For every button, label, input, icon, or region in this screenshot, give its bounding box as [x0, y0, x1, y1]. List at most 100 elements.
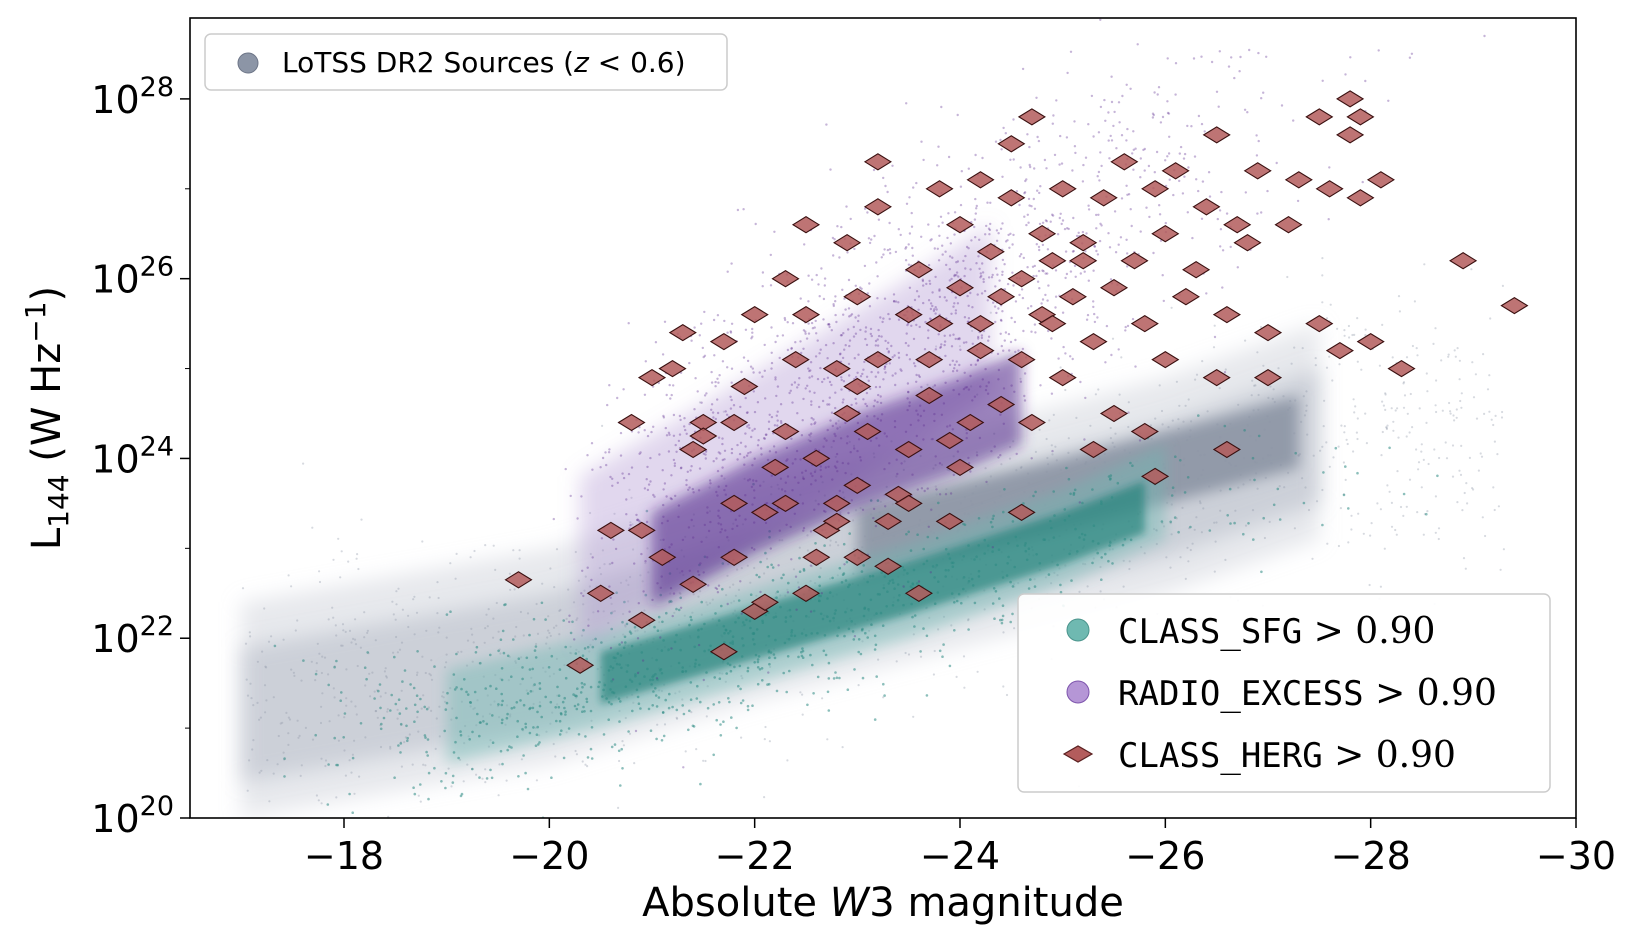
herg-point — [1223, 216, 1252, 234]
lotss-point — [918, 519, 922, 522]
lotss-point — [471, 660, 474, 663]
radio-excess-point — [784, 481, 787, 484]
radio-excess-point — [774, 451, 778, 454]
sfg-point — [660, 739, 664, 742]
lotss-point — [1120, 356, 1123, 359]
lotss-point — [1229, 422, 1232, 425]
herg-point — [935, 512, 964, 531]
lotss-point — [993, 501, 996, 504]
radio-excess-point — [1073, 145, 1077, 148]
lotss-point — [1198, 500, 1202, 503]
sfg-point — [561, 700, 565, 704]
radio-excess-point — [801, 471, 804, 474]
lotss-point — [246, 694, 250, 697]
sfg-point — [522, 754, 525, 757]
radio-excess-point — [995, 267, 998, 270]
sfg-point — [1197, 414, 1200, 417]
lotss-point — [421, 655, 424, 658]
sfg-point — [925, 634, 929, 638]
radio-excess-point — [1159, 121, 1163, 124]
radio-excess-point — [707, 584, 710, 587]
radio-excess-point — [745, 411, 749, 414]
radio-excess-point — [981, 262, 984, 265]
lotss-point — [485, 613, 488, 616]
sfg-point — [1011, 585, 1015, 588]
sfg-point — [512, 706, 516, 709]
lotss-point — [1398, 310, 1401, 313]
lotss-point — [1242, 483, 1245, 486]
radio-excess-point — [724, 493, 727, 496]
lotss-point — [1239, 473, 1242, 476]
radio-excess-point — [905, 353, 908, 357]
radio-excess-point — [1213, 335, 1217, 339]
radio-excess-point — [865, 391, 869, 395]
radio-excess-point — [953, 363, 957, 366]
radio-excess-point — [915, 409, 918, 412]
radio-excess-point — [906, 397, 909, 400]
radio-excess-point — [934, 348, 937, 351]
radio-excess-point — [1069, 270, 1073, 273]
sfg-point — [526, 692, 530, 695]
sfg-point — [991, 550, 994, 553]
radio-excess-point — [1051, 214, 1055, 217]
lotss-point — [740, 567, 743, 570]
x-tick-label: −18 — [304, 834, 384, 878]
radio-excess-point — [778, 356, 781, 360]
herg-point — [894, 305, 923, 324]
radio-excess-point — [922, 158, 925, 162]
herg-point — [1243, 162, 1272, 180]
lotss-point — [1027, 472, 1030, 475]
sfg-point — [614, 656, 617, 660]
radio-excess-point — [880, 335, 883, 338]
lotss-point — [1297, 454, 1300, 457]
lotss-point — [1097, 455, 1100, 458]
sfg-point — [549, 700, 553, 704]
radio-excess-point — [866, 415, 869, 418]
legend-herg-label: CLASS_HERG > 0.90 — [1118, 735, 1456, 776]
lotss-point — [261, 650, 264, 653]
radio-excess-point — [953, 233, 956, 236]
sfg-point — [922, 627, 925, 630]
herg-point — [1305, 314, 1334, 333]
sfg-point — [948, 664, 952, 668]
radio-excess-point — [717, 381, 720, 384]
x-tick-label: −28 — [1331, 834, 1411, 878]
lotss-point — [497, 794, 500, 797]
lotss-point — [549, 567, 552, 570]
radio-excess-point — [963, 371, 966, 374]
radio-excess-point — [1033, 264, 1037, 268]
radio-excess-point — [986, 392, 990, 395]
sfg-point — [1033, 585, 1037, 588]
radio-excess-point — [967, 304, 970, 307]
radio-excess-point — [876, 297, 879, 300]
sfg-point — [1242, 532, 1245, 536]
radio-excess-point — [1063, 227, 1067, 231]
lotss-point — [1409, 392, 1412, 396]
radio-excess-point — [682, 766, 685, 769]
radio-excess-point — [591, 468, 594, 471]
radio-excess-point — [934, 306, 937, 309]
radio-excess-point — [746, 479, 750, 482]
lotss-point — [1343, 334, 1346, 337]
radio-excess-point — [986, 201, 989, 204]
sfg-point — [639, 707, 642, 710]
sfg-point — [696, 684, 699, 688]
radio-excess-point — [907, 243, 910, 246]
lotss-point — [1234, 509, 1237, 512]
sfg-point — [664, 698, 667, 702]
radio-excess-point — [797, 586, 801, 589]
radio-excess-point — [956, 113, 959, 117]
herg-point — [1079, 440, 1108, 459]
sfg-point — [667, 706, 671, 710]
lotss-point — [353, 792, 356, 795]
radio-excess-point — [847, 328, 850, 331]
y-tick-base: 10 — [91, 258, 139, 302]
herg-point — [750, 503, 779, 522]
sfg-point — [1067, 477, 1071, 481]
radio-excess-point — [929, 302, 933, 305]
radio-excess-point — [1073, 120, 1076, 123]
radio-excess-point — [821, 399, 825, 403]
radio-excess-point — [1200, 55, 1203, 58]
radio-excess-point — [911, 254, 914, 257]
radio-excess-point — [586, 566, 589, 569]
